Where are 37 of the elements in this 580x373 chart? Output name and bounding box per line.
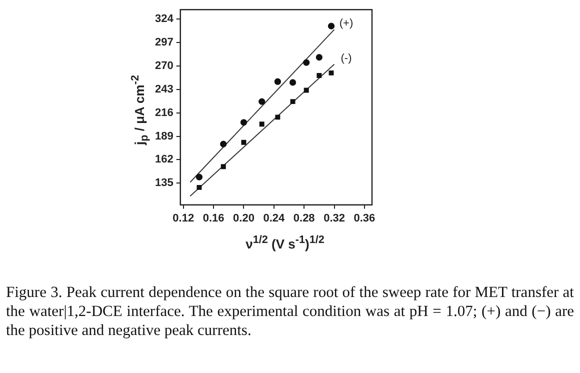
y-tick-label: 216 (154, 106, 174, 119)
x-tick-label: 0.16 (202, 212, 224, 224)
point (303, 59, 310, 66)
point (241, 140, 246, 145)
point (274, 78, 281, 85)
x-axis-title: ν$^{1/2}$ (V s$^{-1}$)$^{1/2}$ (244, 234, 326, 252)
point (316, 73, 322, 78)
point (289, 79, 296, 86)
point (328, 22, 335, 30)
point (220, 164, 226, 170)
point (304, 88, 309, 93)
point (275, 114, 280, 120)
point (316, 54, 322, 61)
point (258, 98, 266, 105)
y-tick-label: 189 (154, 130, 174, 142)
y-tick-label: 297 (154, 36, 174, 49)
point (196, 184, 202, 190)
point (328, 70, 334, 76)
y-tick-label: 270 (154, 60, 174, 72)
series-label: (-) (340, 52, 352, 64)
y-tick-label: 162 (154, 154, 174, 166)
point (240, 119, 248, 126)
y-tick-label: 324 (154, 13, 174, 26)
x-tick-label: 0.32 (324, 212, 345, 224)
point (220, 140, 227, 148)
x-tick-label: 0.12 (172, 212, 194, 224)
series-label: (+) (339, 18, 354, 30)
x-tick-label: 0.36 (354, 212, 376, 224)
point (290, 99, 296, 104)
x-tick-label: 0.24 (263, 212, 286, 224)
x-tick-label: 0.28 (293, 212, 315, 224)
point (196, 174, 203, 180)
caption: Figure 3. Peak current dependence on the square root of the sweep rate for MET transfer at the water|1,2-DCE interface. The experimental condition was at pH = 1.07; (+) and (−) are the positive and negative peak currents. (6, 283, 574, 340)
y-tick-label: 243 (154, 83, 174, 96)
x-tick-label: 0.20 (233, 212, 254, 224)
y-tick-label: 135 (154, 177, 174, 190)
point (259, 122, 264, 127)
